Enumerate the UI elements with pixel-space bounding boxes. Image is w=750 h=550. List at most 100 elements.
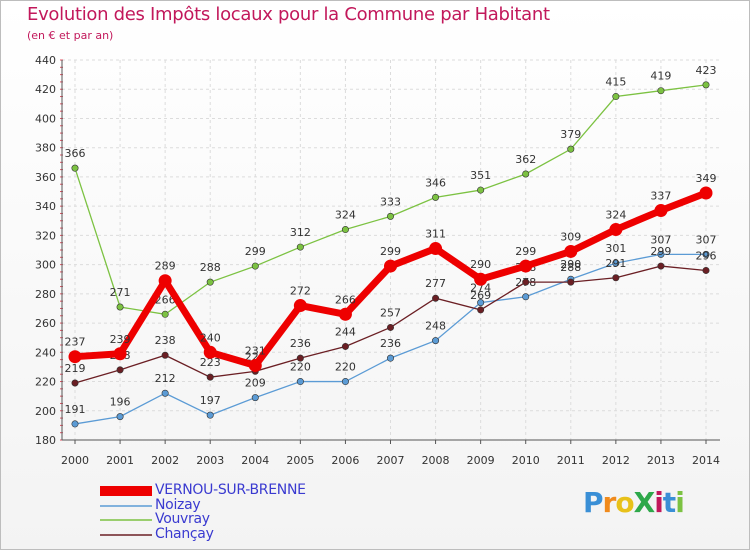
data-point [341,226,349,234]
y-tick-label: 340 [35,200,56,213]
data-label: 238 [155,334,176,347]
logo-letter: r [602,486,617,519]
legend-swatch [100,504,152,507]
legend-swatch [100,519,152,521]
data-label: 289 [155,260,176,273]
data-label: 299 [245,245,266,258]
data-label: 223 [200,356,221,369]
chart-subtitle: (en € et par an) [27,29,114,42]
data-label: 288 [560,261,581,274]
legend-label: VERNOU-SUR-BRENNE [155,482,306,498]
data-label: 307 [650,233,671,246]
data-label: 324 [335,209,356,222]
x-tick-label: 2004 [241,454,269,467]
data-label: 240 [200,331,221,344]
x-tick-label: 2014 [692,454,720,467]
y-tick-label: 440 [35,54,56,67]
data-label: 362 [515,153,536,166]
data-point [203,345,217,359]
data-point [116,366,124,374]
y-tick-label: 180 [35,434,56,447]
data-label: 333 [380,195,401,208]
data-point [654,204,668,218]
data-point [612,259,620,267]
data-point [251,262,259,270]
data-label: 337 [650,190,671,203]
data-label: 299 [515,245,536,258]
data-point [296,354,304,362]
data-label: 349 [696,172,717,185]
data-label: 271 [110,286,131,299]
data-point [296,243,304,251]
data-point [657,87,665,95]
data-point [206,278,214,286]
data-label: 415 [605,76,626,89]
data-point [522,278,530,286]
y-tick-label: 300 [35,259,56,272]
x-tick-label: 2011 [557,454,585,467]
y-tick-label: 200 [35,405,56,418]
proxiti-logo: ProXiti [583,486,685,519]
data-label: 290 [560,258,581,271]
data-point [293,299,307,313]
data-label: 277 [425,277,446,290]
x-tick-label: 2010 [512,454,540,467]
logo-letter: i [654,486,664,519]
x-tick-label: 2003 [196,454,224,467]
x-tick-label: 2006 [331,454,359,467]
data-point [429,242,443,256]
y-tick-label: 280 [35,288,56,301]
y-tick-label: 420 [35,83,56,96]
data-point [702,266,710,274]
x-tick-label: 2007 [377,454,405,467]
data-label: 220 [335,361,356,374]
data-label: 219 [65,362,86,375]
data-point [386,323,394,331]
data-point [474,272,488,286]
data-point [477,299,485,307]
data-point [432,193,440,201]
data-point [161,351,169,359]
data-point [386,354,394,362]
data-label: 244 [335,325,356,338]
y-tick-label: 400 [35,112,56,125]
data-point [71,420,79,428]
data-point [519,259,533,273]
data-label: 236 [380,337,401,350]
data-point [248,358,262,372]
data-point [477,186,485,194]
data-label: 290 [470,258,491,271]
logo-letter: i [675,486,685,519]
data-label: 191 [65,403,86,416]
data-label: 419 [650,70,671,83]
data-point [564,244,578,258]
data-label: 269 [470,289,491,302]
data-label: 248 [425,320,446,333]
data-point [341,342,349,350]
data-label: 366 [65,147,86,160]
chart-title: Evolution des Impôts locaux pour la Comm… [27,4,550,25]
data-label: 296 [696,249,717,262]
data-point [71,164,79,172]
x-tick-label: 2002 [151,454,179,467]
data-point [384,259,397,273]
data-point [567,145,575,153]
x-tick-label: 2008 [422,454,450,467]
data-label: 311 [425,228,446,241]
data-point [567,278,575,286]
y-tick-label: 380 [35,142,56,155]
data-point [206,411,214,419]
data-point [612,274,620,282]
data-point [657,262,665,270]
data-point [158,274,172,288]
data-label: 309 [560,230,581,243]
data-point [522,293,530,301]
data-point [609,223,623,237]
data-point [386,212,394,220]
legend-label: Vouvray [155,511,210,527]
y-tick-label: 240 [35,346,56,359]
data-point [522,170,530,178]
data-point [113,347,127,361]
data-label: 220 [290,361,311,374]
